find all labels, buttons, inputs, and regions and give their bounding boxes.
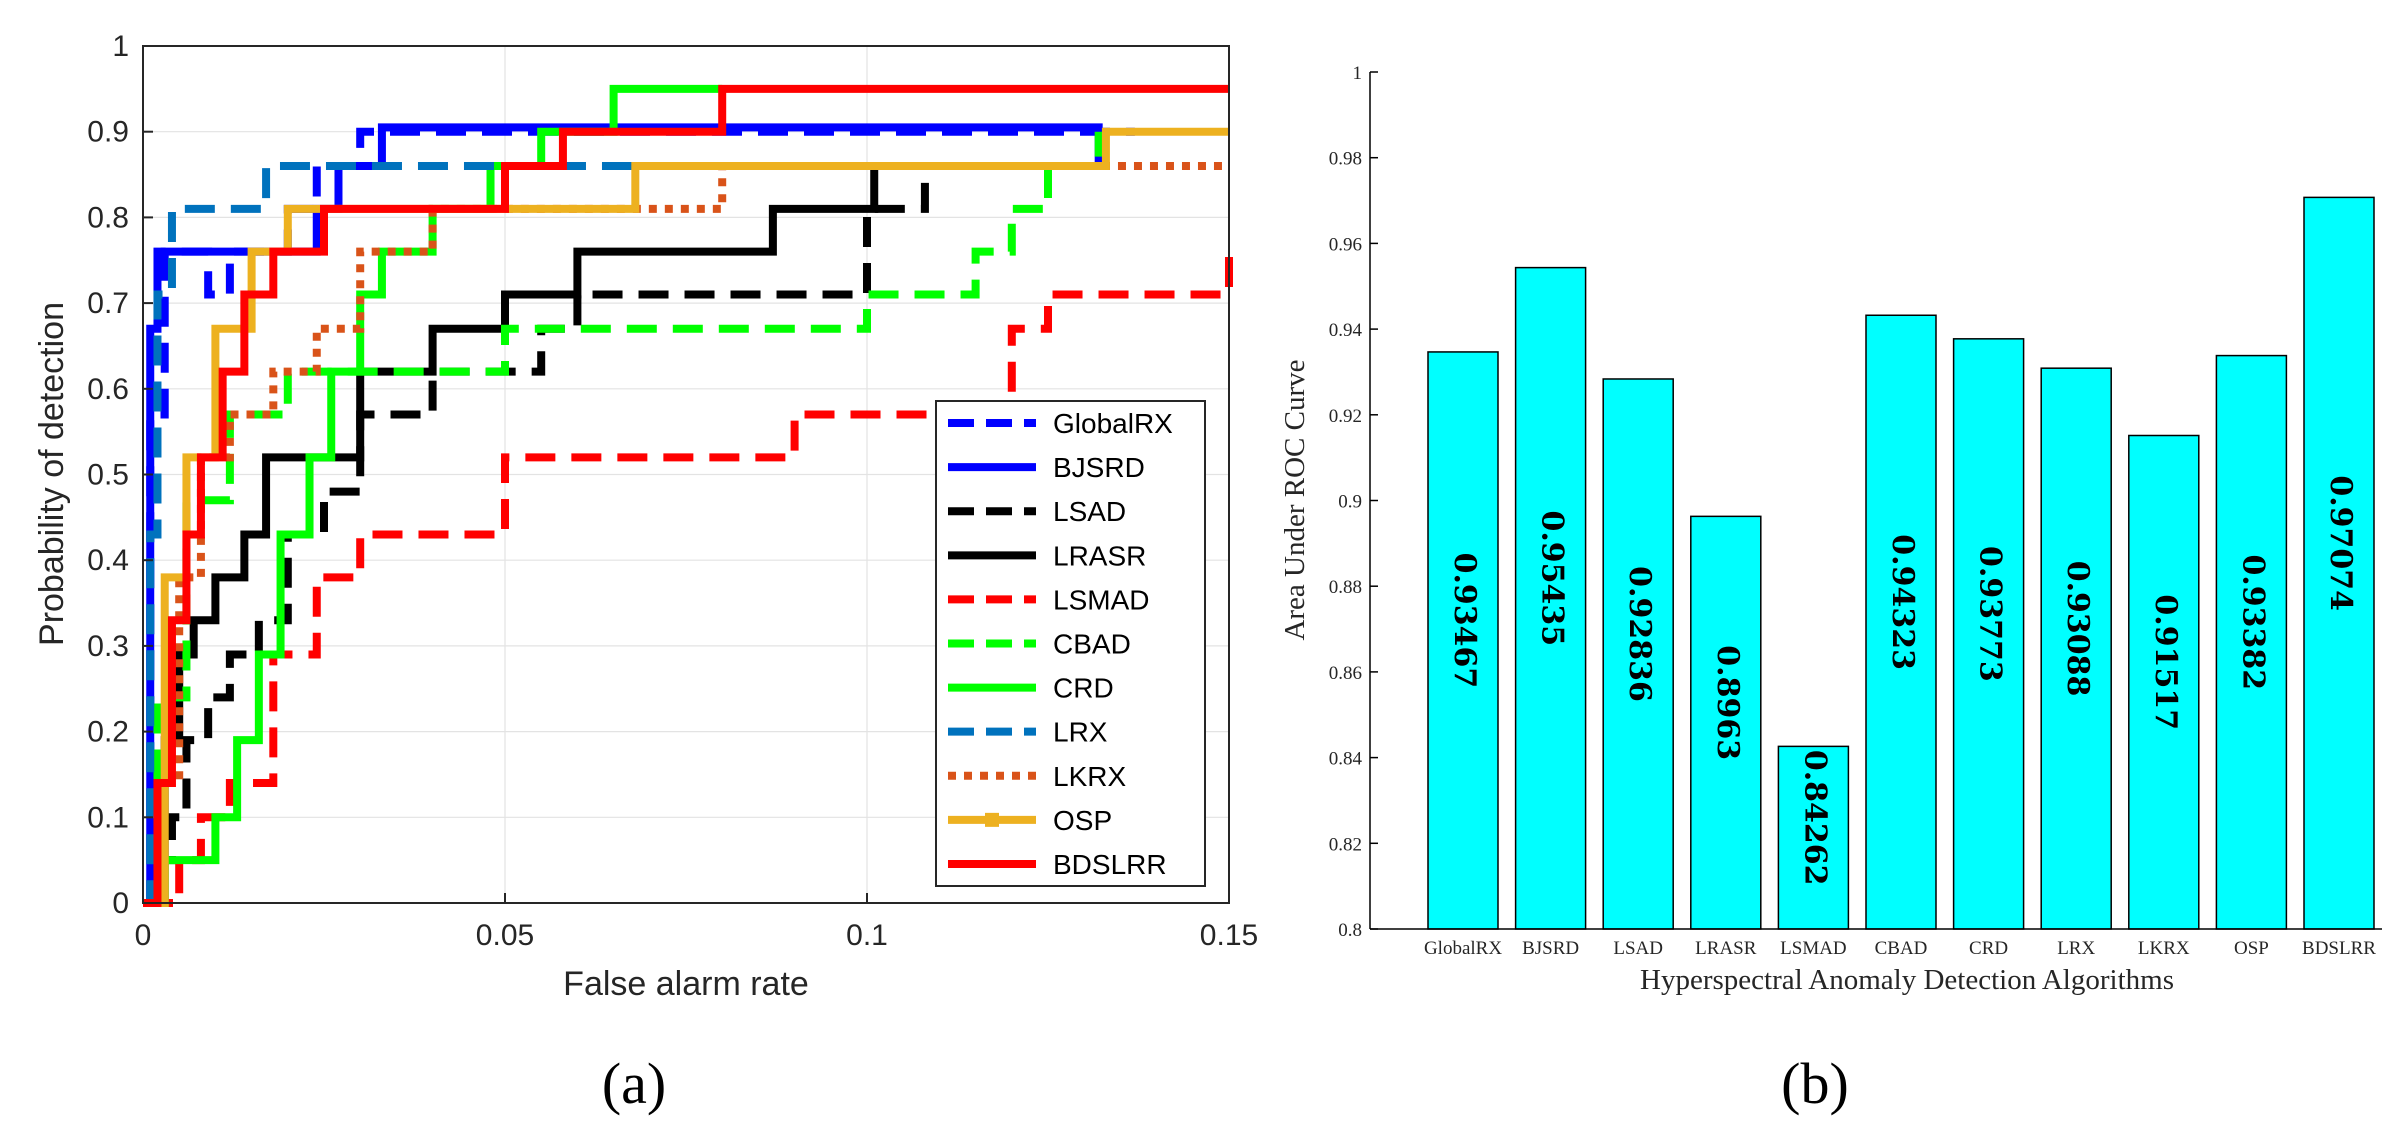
roc-curve-lrx [143, 161, 1106, 907]
auc-bar-lkrx [2128, 434, 2200, 930]
auc-bar-globalrx [1427, 351, 1499, 930]
y-tick-label: 0.1 [87, 801, 129, 834]
auc-bar-value-label: 0.93088 [2060, 561, 2095, 697]
auc-bar-crd [1952, 338, 2025, 930]
y-tick-label: 0.6 [87, 373, 129, 406]
auc-bar-lsad [1602, 378, 1674, 930]
auc-category-label: LRASR [1695, 938, 1757, 959]
auc-category-label: LSAD [1613, 938, 1663, 959]
legend-label-lkrx: LKRX [1053, 761, 1126, 792]
auc-y-tick-label: 1 [1353, 63, 1363, 84]
legend-label-globalrx: GlobalRX [1053, 408, 1173, 439]
auc-bar-value-label: 0.91517 [2148, 594, 2183, 730]
auc-bar-value-label: 0.93382 [2235, 554, 2270, 690]
auc-category-label: OSP [2234, 938, 2269, 959]
legend-box [935, 400, 1206, 887]
x-tick-label: 0.1 [846, 919, 888, 952]
auc-category-label: GlobalRX [1424, 938, 1502, 959]
auc-bar-value-label: 0.84262 [1797, 750, 1832, 886]
auc-bar-value-label: 0.8963 [1710, 645, 1745, 760]
y-tick-label: 0 [112, 887, 129, 920]
auc-bar-bdslrr [2303, 196, 2375, 930]
auc-y-tick-label: 0.98 [1329, 149, 1362, 170]
x-tick-label: 0.05 [476, 919, 534, 952]
auc-bar-bjsrd [1514, 266, 1587, 930]
legend-label-lsmad: LSMAD [1053, 584, 1149, 615]
auc-ticks: 0.8 0.82 0.84 0.86 0.88 0.9 0.92 0.94 0.96 0.98 1 G… [1329, 63, 2377, 959]
roc-curve-bjsrd [143, 123, 1103, 907]
caption-a: (a) [602, 1051, 666, 1116]
auc-category-label: BJSRD [1522, 938, 1579, 959]
auc-bars: 0.93467 0.95435 0.92836 0.8963 0.84262 0.9432… [1427, 196, 2375, 930]
legend-label-lsad: LSAD [1053, 496, 1126, 527]
auc-bar-value-label: 0.97074 [2323, 475, 2358, 611]
auc-y-tick-label: 0.92 [1329, 406, 1362, 427]
x-tick-label: 0 [135, 919, 152, 952]
caption-b: (b) [1781, 1051, 1849, 1116]
roc-curve-lsad [143, 165, 929, 907]
legend-label-lrx: LRX [1053, 717, 1108, 748]
auc-bar-value-label: 0.95435 [1535, 510, 1570, 646]
auc-category-label: LKRX [2138, 938, 2190, 959]
auc-y-tick-label: 0.86 [1329, 663, 1362, 684]
legend-label-cbad: CBAD [1053, 629, 1131, 660]
auc-bar-chart: 0.93467 0.95435 0.92836 0.8963 0.84262 0.9432… [1279, 63, 2382, 996]
auc-y-tick-label: 0.84 [1329, 749, 1363, 770]
auc-bar-value-label: 0.93467 [1447, 553, 1482, 689]
y-tick-label: 0.3 [87, 630, 129, 663]
auc-y-tick-label: 0.96 [1329, 234, 1362, 255]
roc-legend: GlobalRX BJSRD LSAD LRASR LSMAD CBAD CRD LRX LKR… [935, 400, 1206, 887]
auc-bar-value-label: 0.93773 [1973, 546, 2008, 682]
y-tick-label: 0.4 [87, 544, 129, 577]
auc-y-tick-label: 0.88 [1329, 577, 1362, 598]
y-tick-label: 0.5 [87, 459, 129, 492]
legend-label-bjsrd: BJSRD [1053, 452, 1145, 483]
roc-curve-cbad [143, 131, 1103, 907]
auc-category-label: CRD [1969, 938, 2008, 959]
y-tick-label: 1 [112, 30, 129, 63]
legend-label-crd: CRD [1053, 673, 1114, 704]
legend-marker [985, 812, 999, 827]
auc-bar-value-label: 0.94323 [1885, 534, 1920, 670]
roc-curve-lkrx [143, 161, 1229, 907]
auc-bar-cbad [1865, 314, 1937, 930]
y-tick-label: 0.8 [87, 201, 129, 234]
roc-chart: 0 0.05 0.1 0.15 0 0.1 0.2 0.3 0.4 0.5 0.6 0.7 0.8 0.9… [33, 30, 1258, 1003]
y-tick-label: 0.2 [87, 716, 129, 749]
auc-category-label: LSMAD [1780, 938, 1847, 959]
auc-x-axis-label: Hyperspectral Anomaly Detection Algorith… [1640, 964, 2174, 996]
auc-category-label: CBAD [1875, 938, 1928, 959]
roc-curves [143, 84, 1233, 907]
roc-ticks: 0 0.05 0.1 0.15 0 0.1 0.2 0.3 0.4 0.5 0.6 0.7 0.8 0.9… [87, 30, 1258, 952]
legend-label-lrasr: LRASR [1053, 540, 1146, 571]
auc-y-tick-label: 0.94 [1329, 320, 1363, 341]
legend-label-bdslrr: BDSLRR [1053, 849, 1167, 880]
legend-label-osp: OSP [1053, 805, 1112, 836]
auc-category-label: BDSLRR [2302, 938, 2376, 959]
y-tick-label: 0.9 [87, 116, 129, 149]
roc-y-axis-label: Probability of detection [33, 302, 71, 646]
auc-y-axis-label: Area Under ROC Curve [1279, 359, 1311, 640]
auc-y-tick-label: 0.8 [1338, 920, 1362, 941]
y-tick-label: 0.7 [87, 287, 129, 320]
auc-y-tick-label: 0.82 [1329, 834, 1362, 855]
x-tick-label: 0.15 [1200, 919, 1258, 952]
roc-x-axis-label: False alarm rate [563, 965, 809, 1003]
auc-y-tick-label: 0.9 [1338, 492, 1362, 513]
auc-category-label: LRX [2057, 938, 2095, 959]
auc-bar-osp [2215, 354, 2288, 930]
auc-bar-value-label: 0.92836 [1622, 566, 1657, 702]
roc-curve-bdslrr [143, 84, 1229, 907]
